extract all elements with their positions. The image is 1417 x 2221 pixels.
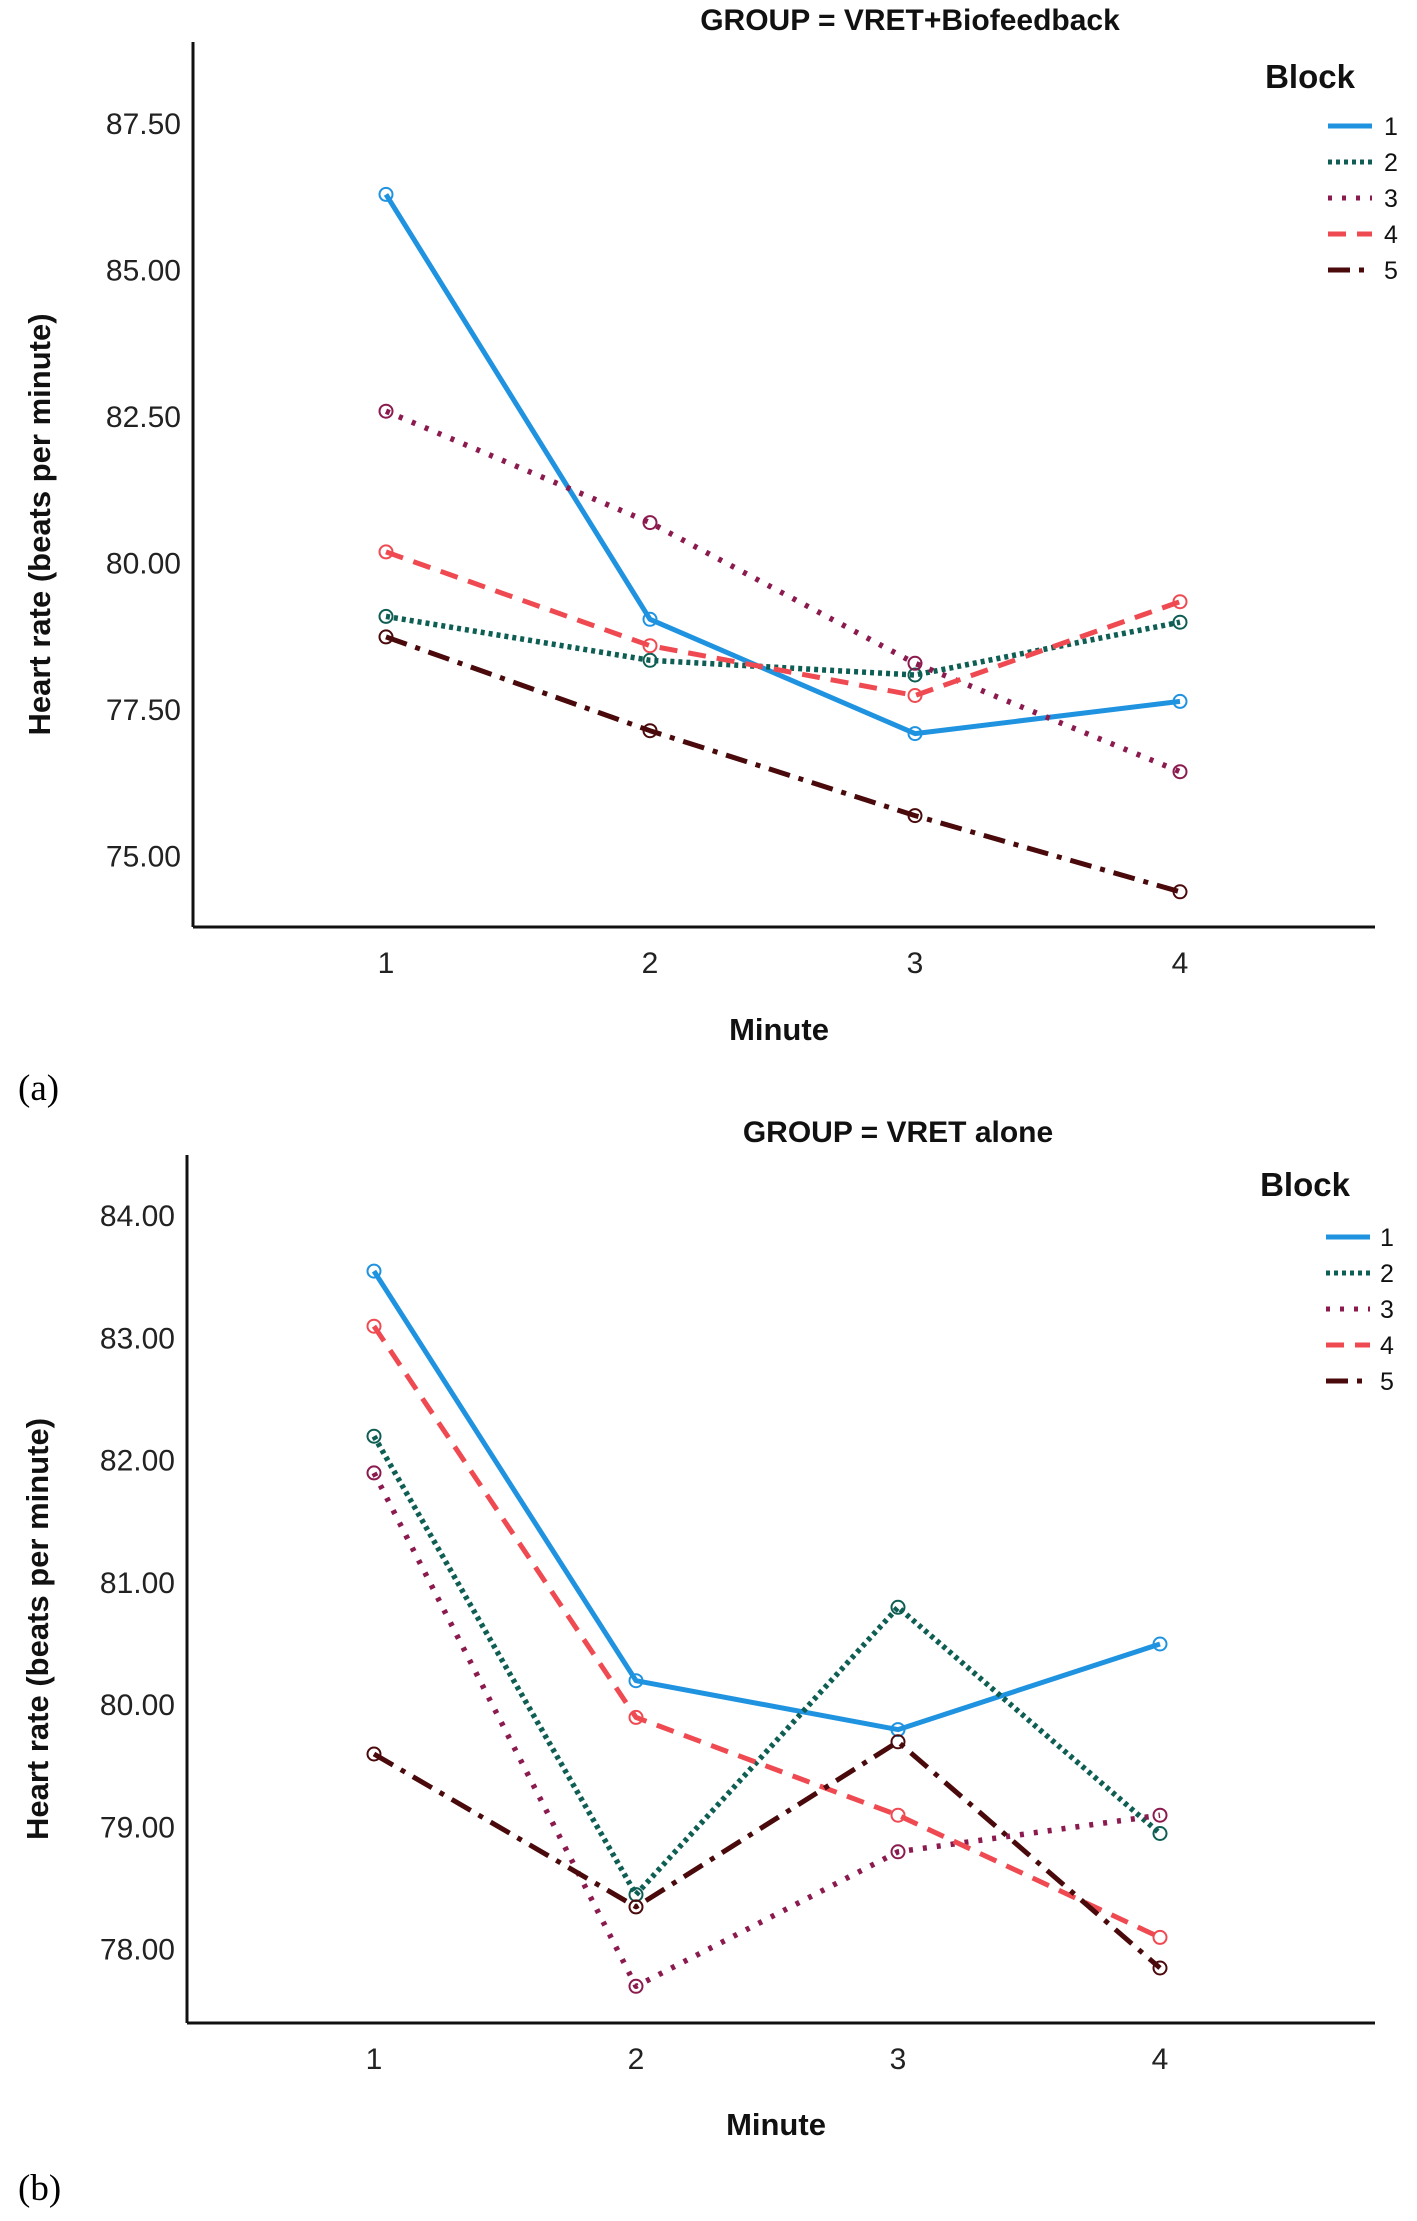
data-point-block-4 xyxy=(1172,594,1188,610)
data-point-block-5 xyxy=(890,1734,906,1750)
series-line-block-5 xyxy=(372,1739,1162,1970)
x-tick-label: 1 xyxy=(366,2043,383,2076)
data-point-block-2 xyxy=(1172,614,1188,630)
data-point-block-1 xyxy=(366,1263,382,1279)
data-point-block-4 xyxy=(907,688,923,703)
panel-label: (b) xyxy=(18,2168,61,2209)
y-tick-label: 75.00 xyxy=(106,841,181,874)
series-line-block-4 xyxy=(385,549,1181,698)
y-axis-title: Heart rate (beats per minute) xyxy=(22,313,57,735)
data-point-block-3 xyxy=(907,655,923,671)
y-tick-label: 82.50 xyxy=(106,401,181,434)
data-point-block-3 xyxy=(378,403,394,419)
data-point-block-5 xyxy=(642,723,658,739)
y-tick-label: 84.00 xyxy=(100,1200,175,1233)
y-tick-label: 81.00 xyxy=(100,1567,175,1600)
data-point-block-5 xyxy=(366,1746,382,1762)
legend: Block 1 2 3 4 5 xyxy=(1265,58,1398,285)
y-tick-label: 79.00 xyxy=(100,1811,175,1844)
legend-label-block-5: 5 xyxy=(1384,257,1398,285)
data-point-block-2 xyxy=(890,1599,906,1615)
data-point-block-1 xyxy=(1172,693,1188,709)
data-point-block-1 xyxy=(378,186,394,202)
x-tick-label: 1 xyxy=(378,947,395,980)
chart-panel-a: 75.00 77.50 80.00 82.50 85.00 87.50 1 2 3 4 GROUP … xyxy=(18,4,1398,1109)
data-point-block-4 xyxy=(628,1709,644,1725)
legend-label-block-3: 3 xyxy=(1380,1296,1394,1324)
data-point-block-5 xyxy=(628,1899,644,1915)
data-point-block-3 xyxy=(628,1978,644,1994)
y-tick-label: 80.00 xyxy=(100,1689,175,1722)
data-point-block-4 xyxy=(366,1318,382,1334)
chart-panel-b: 78.00 79.00 80.00 81.00 82.00 83.00 84.00 1 2 3 4 G… xyxy=(18,1116,1394,2209)
legend-label-block-5: 5 xyxy=(1380,1368,1394,1396)
x-axis-title: Minute xyxy=(726,2107,826,2142)
legend-label-block-3: 3 xyxy=(1384,185,1398,213)
series-line-block-3 xyxy=(384,408,1182,775)
data-point-block-4 xyxy=(1152,1929,1168,1945)
data-point-block-3 xyxy=(1152,1807,1168,1823)
data-point-block-2 xyxy=(1152,1826,1168,1841)
data-point-block-3 xyxy=(642,515,658,531)
y-axis-title: Heart rate (beats per minute) xyxy=(20,1418,55,1840)
x-tick-label: 2 xyxy=(642,947,659,980)
y-tick-label: 78.00 xyxy=(100,1934,175,1967)
x-axis-title: Minute xyxy=(729,1012,829,1047)
series-line-block-2 xyxy=(371,1434,1162,1898)
data-point-block-5 xyxy=(1172,884,1188,900)
data-point-block-1 xyxy=(1152,1636,1168,1652)
legend-label-block-1: 1 xyxy=(1384,113,1398,141)
data-point-block-1 xyxy=(642,611,658,627)
data-point-block-4 xyxy=(890,1807,906,1823)
legend-label-block-4: 4 xyxy=(1384,221,1398,249)
data-point-block-4 xyxy=(642,638,658,654)
data-point-block-2 xyxy=(642,652,658,668)
x-tick-label: 4 xyxy=(1172,947,1189,980)
data-point-block-2 xyxy=(628,1887,644,1903)
series-line-block-2 xyxy=(385,613,1181,678)
y-tick-label: 82.00 xyxy=(100,1445,175,1478)
series-line-block-4 xyxy=(371,1324,1162,1940)
data-point-block-1 xyxy=(628,1673,644,1689)
x-tick-label: 3 xyxy=(907,947,924,980)
data-point-block-2 xyxy=(378,608,394,624)
x-tick-label: 4 xyxy=(1152,2043,1169,2076)
y-tick-label: 87.50 xyxy=(106,108,181,141)
data-point-block-3 xyxy=(366,1465,382,1481)
legend-title: Block xyxy=(1260,1166,1351,1203)
series-line-block-5 xyxy=(385,634,1181,895)
x-tick-label: 3 xyxy=(890,2043,907,2076)
data-point-block-5 xyxy=(1152,1960,1168,1976)
chart-title: GROUP = VRET alone xyxy=(743,1116,1053,1149)
data-point-block-5 xyxy=(378,629,394,645)
legend-label-block-2: 2 xyxy=(1380,1260,1394,1288)
data-point-block-4 xyxy=(378,544,394,560)
data-point-block-2 xyxy=(907,667,923,683)
panel-label: (a) xyxy=(18,1068,59,1109)
y-tick-label: 80.00 xyxy=(106,548,181,581)
data-point-block-3 xyxy=(890,1844,906,1860)
data-point-block-3 xyxy=(1172,764,1188,780)
legend-title: Block xyxy=(1265,58,1356,95)
y-tick-label: 83.00 xyxy=(100,1322,175,1355)
series-line-block-1 xyxy=(383,193,1181,737)
y-tick-label: 77.50 xyxy=(106,694,181,727)
legend-label-block-4: 4 xyxy=(1380,1332,1394,1360)
legend-label-block-1: 1 xyxy=(1380,1224,1394,1252)
chart-title: GROUP = VRET+Biofeedback xyxy=(700,4,1120,37)
data-point-block-5 xyxy=(907,808,923,824)
data-point-block-2 xyxy=(366,1428,382,1444)
x-tick-label: 2 xyxy=(628,2043,645,2076)
y-tick-label: 85.00 xyxy=(106,255,181,288)
legend: Block 1 2 3 4 5 xyxy=(1260,1166,1394,1396)
series-line-block-1 xyxy=(371,1269,1161,1733)
legend-label-block-2: 2 xyxy=(1384,149,1398,177)
data-point-block-1 xyxy=(907,726,923,742)
